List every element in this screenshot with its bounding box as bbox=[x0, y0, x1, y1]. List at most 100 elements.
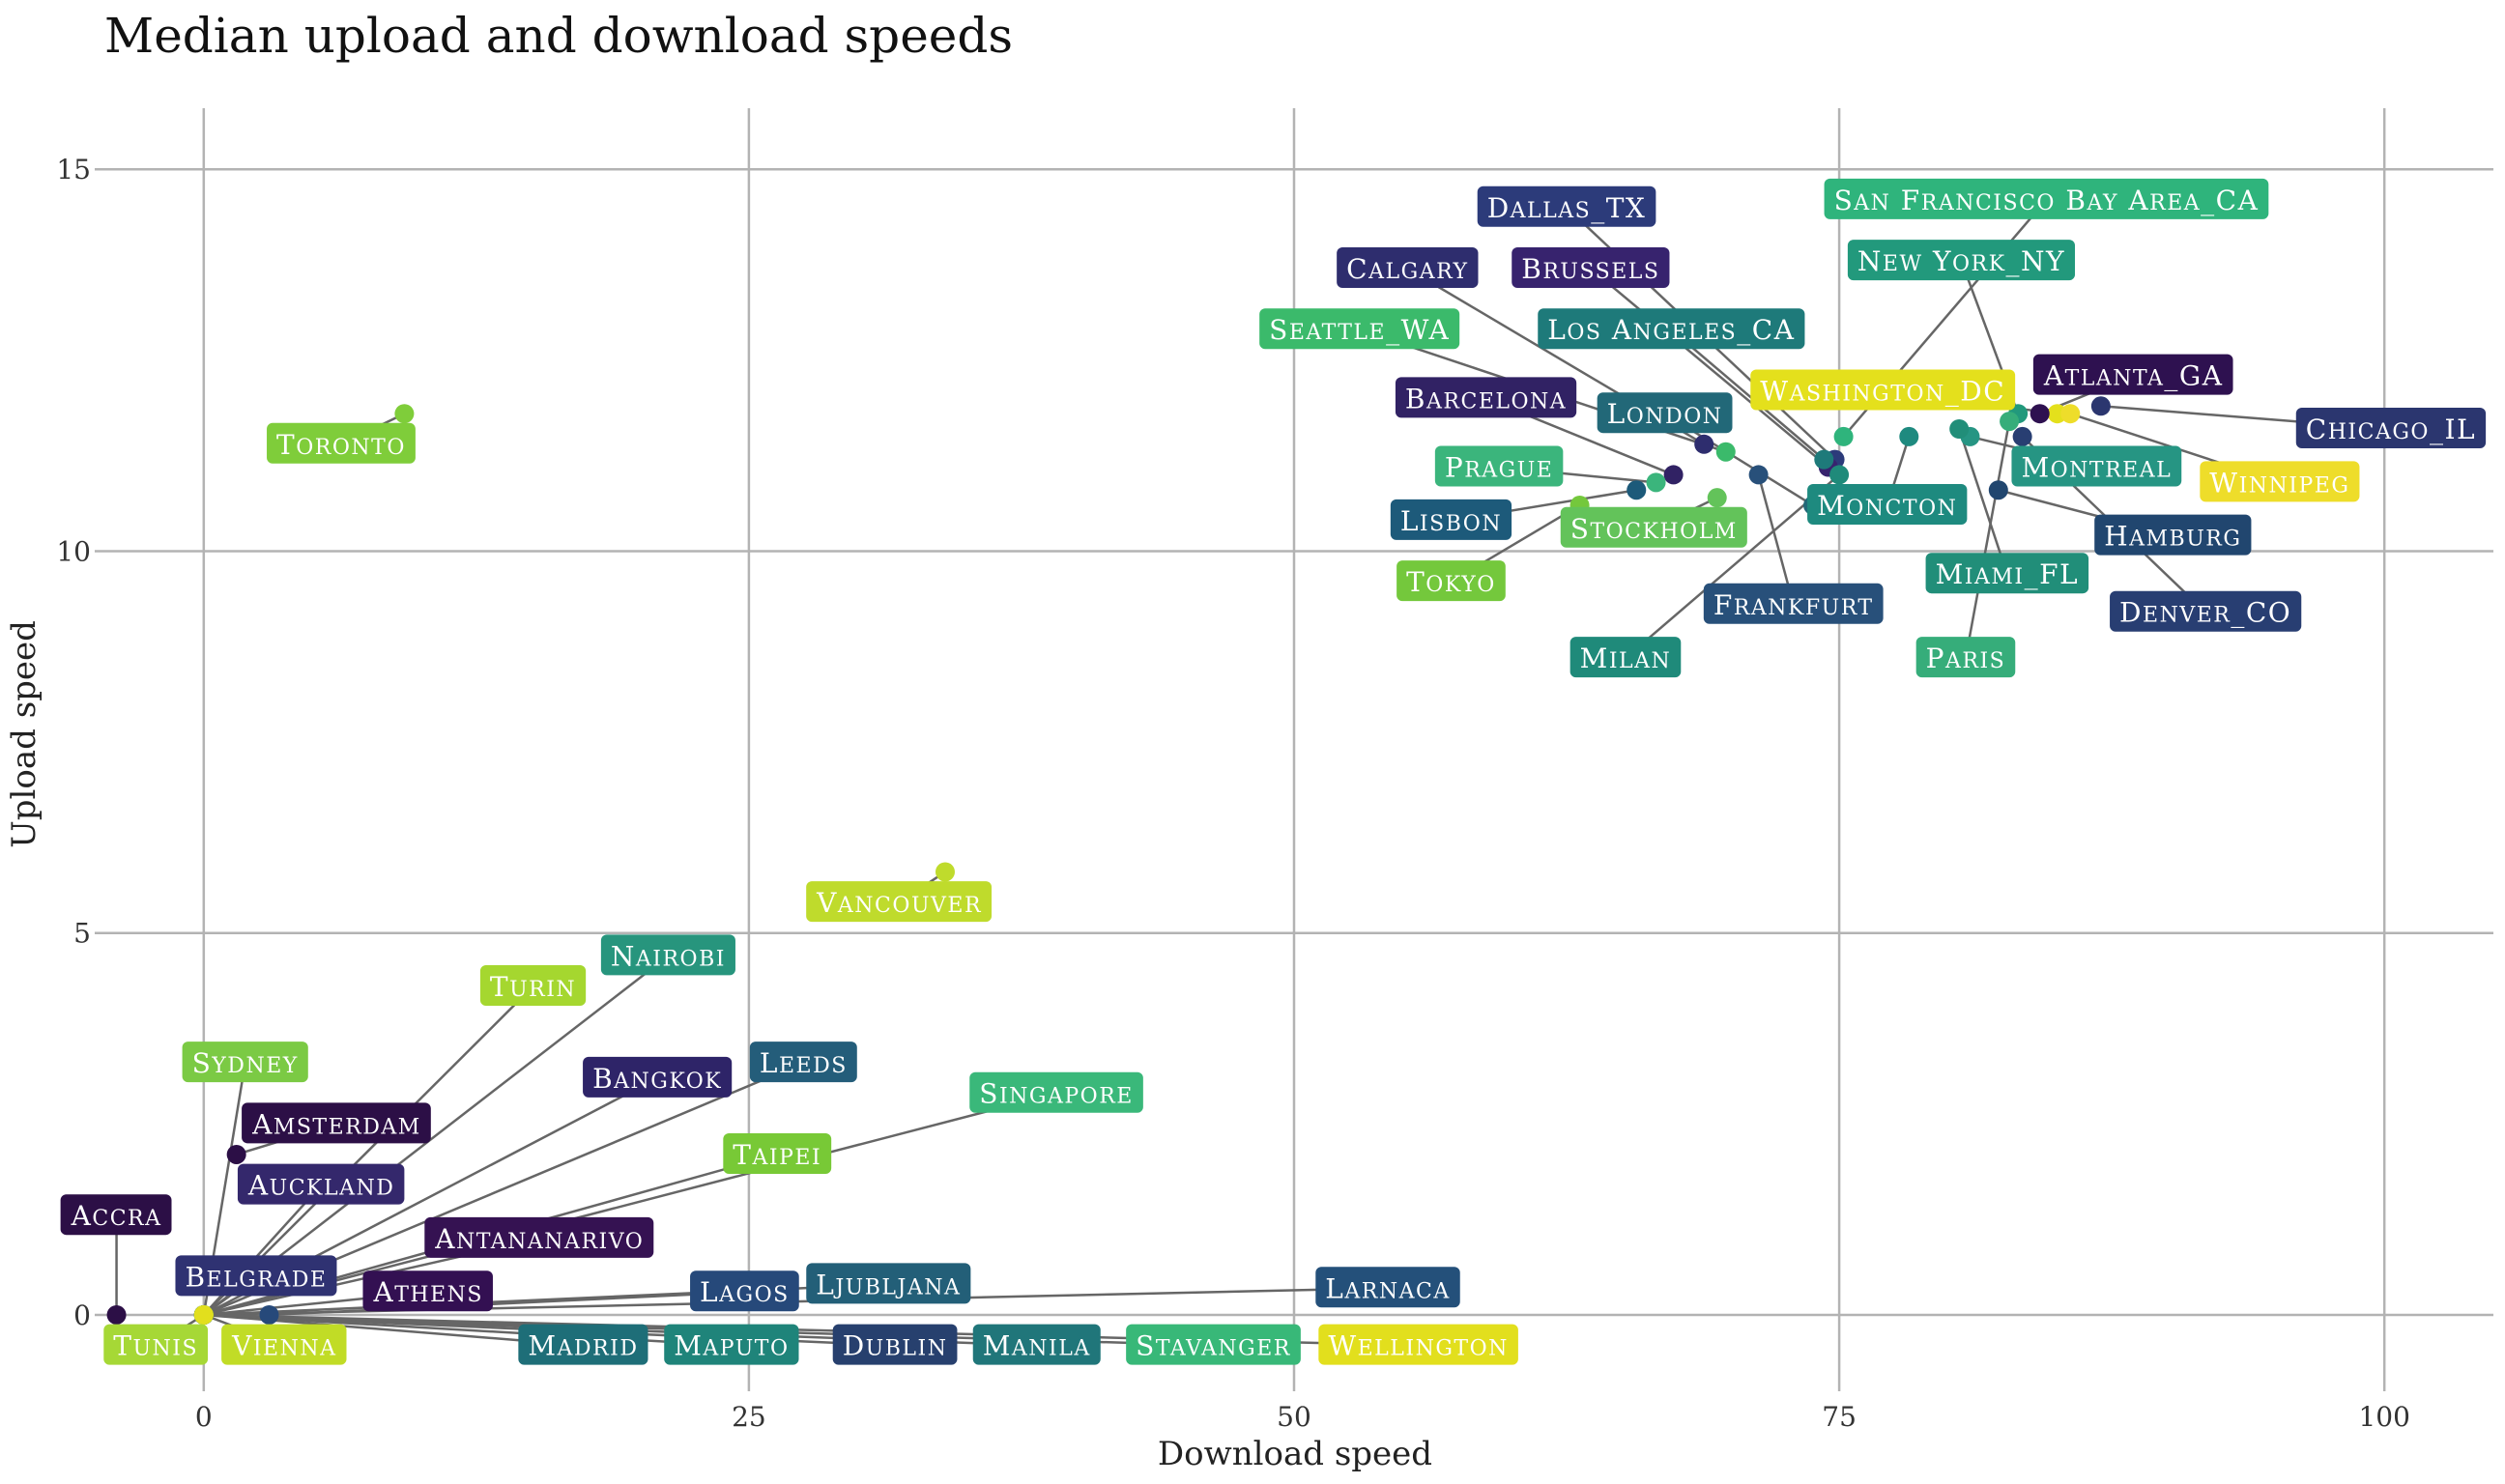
label-text-chicago-il: CHICAGO_IL bbox=[2306, 414, 2476, 445]
label-box-amsterdam bbox=[242, 1102, 431, 1144]
label-box-auckland bbox=[237, 1163, 405, 1205]
label-box-seattle-wa bbox=[1259, 308, 1460, 350]
label-miami-fl: MIAMI_FL bbox=[1925, 553, 2089, 594]
label-barcelona: BARCELONA bbox=[1395, 377, 1577, 418]
label-belgrade: BELGRADE bbox=[175, 1255, 337, 1297]
point-denver-co bbox=[2012, 426, 2032, 446]
label-box-frankfurt bbox=[1703, 583, 1884, 624]
label-box-ljubljana bbox=[806, 1263, 971, 1304]
label-london: LONDON bbox=[1597, 392, 1733, 434]
label-box-taipei bbox=[723, 1132, 832, 1174]
label-box-london bbox=[1597, 392, 1733, 434]
label-chicago-il: CHICAGO_IL bbox=[2295, 408, 2487, 448]
y-tick-label: 5 bbox=[73, 918, 91, 950]
label-brussels: BRUSSELS bbox=[1512, 247, 1670, 288]
label-text-brussels: BRUSSELS bbox=[1521, 253, 1659, 285]
label-box-leeds bbox=[749, 1042, 857, 1083]
label-antananarivo: ANTANANARIVO bbox=[424, 1216, 654, 1258]
label-tunis: TUNIS bbox=[103, 1324, 209, 1365]
label-text-athens: ATHENS bbox=[372, 1276, 483, 1308]
label-text-accra: ACCRA bbox=[71, 1200, 162, 1232]
point-origin-cluster bbox=[193, 1304, 214, 1325]
leader-line-frankfurt bbox=[1757, 474, 1795, 606]
label-seattle-wa: SEATTLE_WA bbox=[1259, 308, 1460, 350]
label-text-leeds: LEEDS bbox=[760, 1047, 848, 1079]
label-text-winnipeg: WINNIPEG bbox=[2209, 467, 2349, 499]
label-text-bangkok: BANGKOK bbox=[592, 1063, 722, 1095]
label-box-wellington bbox=[1318, 1324, 1518, 1365]
label-box-paris bbox=[1915, 637, 2016, 678]
label-box-moncton bbox=[1807, 484, 1968, 526]
label-box-nairobi bbox=[600, 934, 735, 976]
label-box-bangkok bbox=[583, 1056, 733, 1098]
label-milan: MILAN bbox=[1569, 637, 1682, 678]
label-atlanta-ga: ATLANTA_GA bbox=[2032, 354, 2233, 395]
label-box-denver-co bbox=[2110, 590, 2302, 632]
label-text-new-york-ny: NEW YORK_NY bbox=[1857, 245, 2065, 277]
label-box-milan bbox=[1569, 637, 1682, 678]
label-box-lisbon bbox=[1390, 499, 1512, 540]
label-singapore: SINGAPORE bbox=[969, 1071, 1143, 1113]
y-axis-title: Upload speed bbox=[5, 620, 43, 848]
label-text-moncton: MONCTON bbox=[1817, 490, 1957, 522]
label-box-los-angeles-ca bbox=[1538, 308, 1805, 350]
point-chicago-il bbox=[2090, 396, 2111, 416]
point-accra bbox=[106, 1304, 127, 1325]
y-tick-label: 10 bbox=[56, 535, 91, 567]
label-toronto: TORONTO bbox=[267, 422, 416, 464]
label-text-seattle-wa: SEATTLE_WA bbox=[1269, 314, 1450, 346]
label-larnaca: LARNACA bbox=[1315, 1267, 1460, 1308]
label-text-denver-co: DENVER_CO bbox=[2119, 597, 2291, 629]
label-maputo: MAPUTO bbox=[664, 1324, 799, 1365]
label-box-brussels bbox=[1512, 247, 1670, 288]
label-wellington: WELLINGTON bbox=[1318, 1324, 1518, 1365]
point-seattle-wa bbox=[1715, 442, 1736, 462]
label-text-lisbon: LISBON bbox=[1400, 505, 1502, 537]
x-tick-label: 100 bbox=[2358, 1401, 2409, 1433]
label-box-hamburg bbox=[2094, 514, 2252, 556]
point-toronto bbox=[394, 404, 415, 424]
label-box-miami-fl bbox=[1925, 553, 2089, 594]
label-box-manila bbox=[972, 1324, 1101, 1365]
label-box-washington-dc bbox=[1750, 369, 2016, 411]
label-text-atlanta-ga: ATLANTA_GA bbox=[2043, 360, 2224, 392]
x-tick-label: 25 bbox=[732, 1401, 766, 1433]
label-box-madrid bbox=[518, 1324, 648, 1365]
point-frankfurt bbox=[1748, 465, 1769, 485]
leader-line-los-angeles-ca bbox=[1670, 328, 1826, 461]
label-text-turin: TURIN bbox=[490, 971, 576, 1003]
label-auckland: AUCKLAND bbox=[237, 1163, 405, 1205]
leader-line-brussels bbox=[1590, 268, 1829, 469]
label-box-belgrade bbox=[175, 1255, 337, 1297]
label-text-toronto: TORONTO bbox=[276, 429, 406, 461]
y-tick-label: 0 bbox=[73, 1299, 91, 1331]
label-stavanger: STAVANGER bbox=[1126, 1324, 1301, 1365]
label-text-auckland: AUCKLAND bbox=[247, 1170, 394, 1202]
label-text-taipei: TAIPEI bbox=[733, 1139, 821, 1171]
label-text-vancouver: VANCOUVER bbox=[816, 887, 982, 919]
label-lisbon: LISBON bbox=[1390, 499, 1512, 540]
leader-line-singapore bbox=[203, 1092, 1057, 1317]
label-text-montreal: MONTREAL bbox=[2021, 452, 2172, 484]
point-barcelona bbox=[1663, 465, 1684, 485]
label-paris: PARIS bbox=[1915, 637, 2016, 678]
label-manila: MANILA bbox=[972, 1324, 1101, 1365]
point-san-francisco-bay-area-ca bbox=[1833, 426, 1854, 446]
label-box-dallas-tx bbox=[1477, 186, 1656, 227]
y-tick-label: 15 bbox=[56, 154, 91, 186]
label-box-stockholm bbox=[1560, 506, 1747, 548]
label-dallas-tx: DALLAS_TX bbox=[1477, 186, 1656, 227]
label-hamburg: HAMBURG bbox=[2094, 514, 2252, 556]
label-text-singapore: SINGAPORE bbox=[979, 1078, 1134, 1110]
label-text-antananarivo: ANTANANARIVO bbox=[434, 1223, 644, 1255]
label-text-los-angeles-ca: LOS ANGELES_CA bbox=[1547, 314, 1795, 346]
label-leeds: LEEDS bbox=[749, 1042, 857, 1083]
label-text-lagos: LAGOS bbox=[700, 1276, 790, 1308]
point-prague bbox=[1646, 472, 1666, 493]
point-stockholm bbox=[1707, 488, 1727, 508]
label-athens: ATHENS bbox=[362, 1270, 493, 1312]
leader-line-paris bbox=[1964, 420, 2011, 659]
label-box-tokyo bbox=[1396, 560, 1506, 602]
point-vancouver bbox=[935, 862, 955, 882]
